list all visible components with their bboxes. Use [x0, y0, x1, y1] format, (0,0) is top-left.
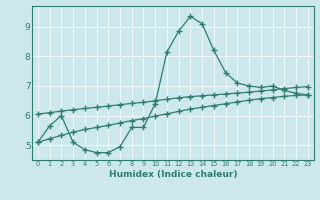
- X-axis label: Humidex (Indice chaleur): Humidex (Indice chaleur): [108, 170, 237, 179]
